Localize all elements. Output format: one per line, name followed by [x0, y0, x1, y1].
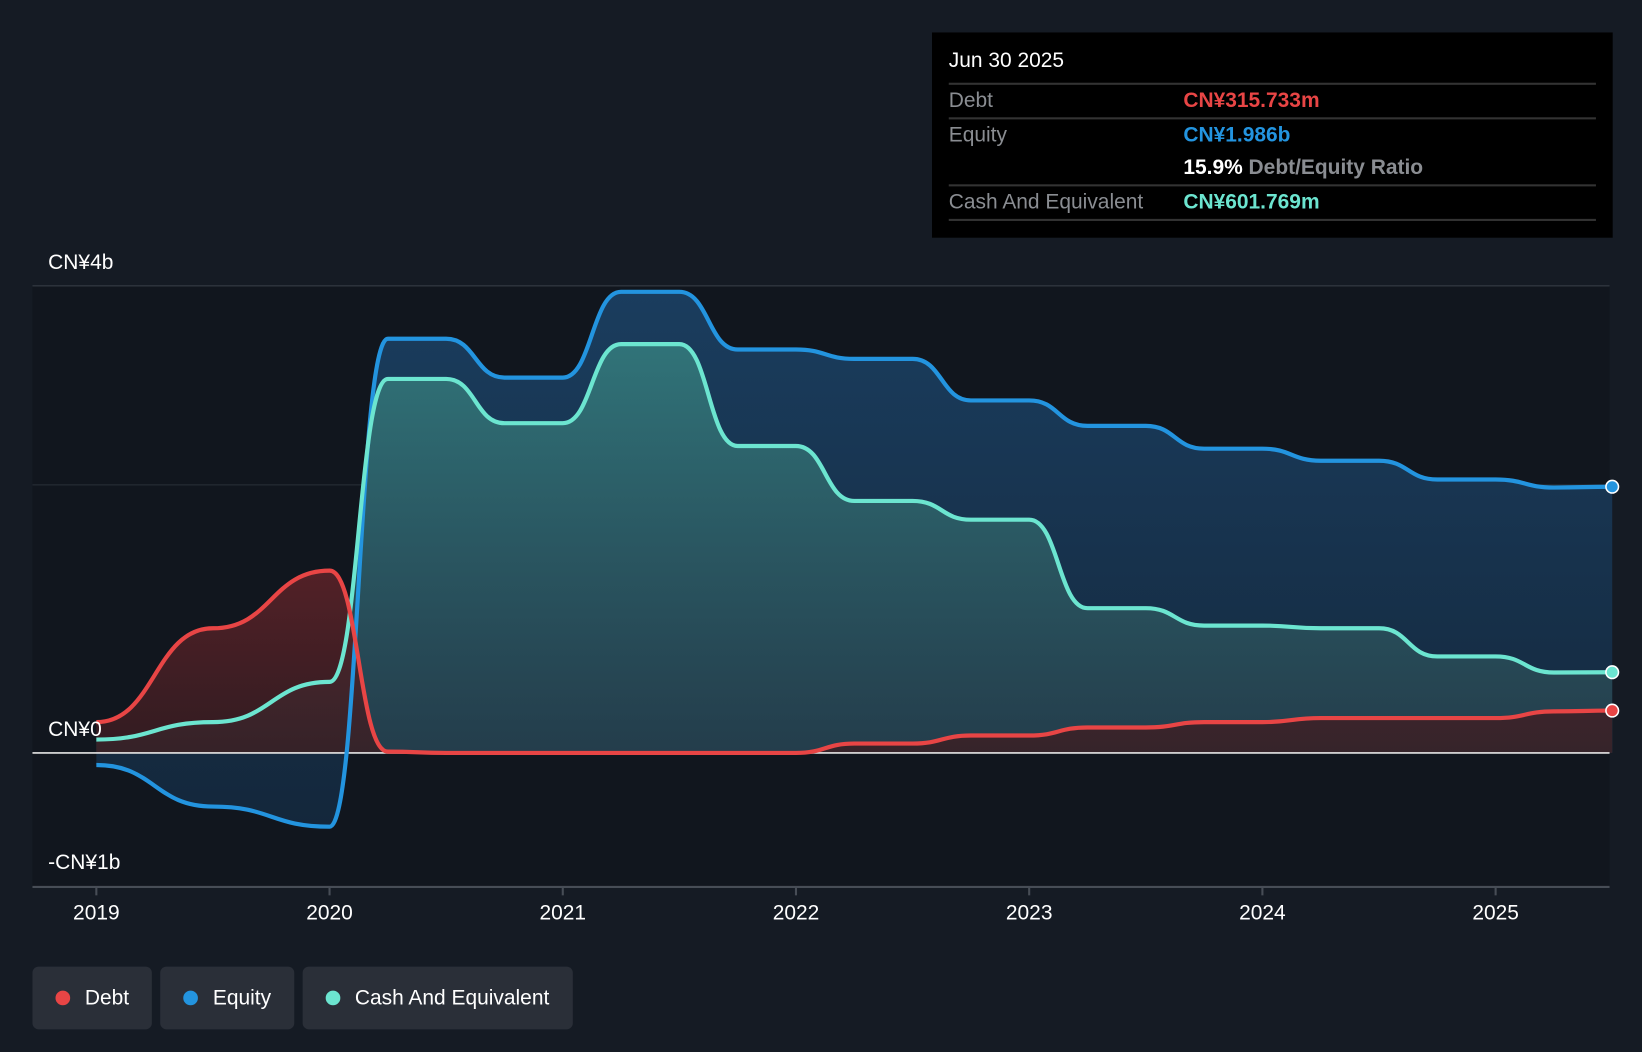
- tooltip-equity-value: CN¥1.986b: [1183, 123, 1291, 147]
- legend-label: Cash And Equivalent: [354, 985, 550, 1009]
- legend-item-equity[interactable]: Equity: [160, 966, 295, 1030]
- debt-line: [96, 568, 1613, 756]
- legend-label: Equity: [212, 985, 272, 1009]
- cash-end-point[interactable]: [1605, 665, 1620, 680]
- equity-dot-icon: [183, 990, 199, 1006]
- debt-area: [96, 570, 1613, 753]
- legend-item-debt[interactable]: Debt: [32, 966, 153, 1030]
- debt-dot-icon: [55, 990, 71, 1006]
- tooltip-equity-label: Equity: [948, 123, 1007, 147]
- x-tick-label: 2023: [1006, 901, 1053, 924]
- cash-area: [96, 344, 1613, 753]
- x-tick-label: 2019: [73, 901, 120, 924]
- debt-end-point[interactable]: [1605, 703, 1620, 718]
- tooltip-debt-row: Debt CN¥315.733m: [948, 85, 1596, 120]
- legend-item-cash[interactable]: Cash And Equivalent: [302, 966, 573, 1030]
- tooltip-ratio-row: 15.9% Debt/Equity Ratio: [948, 152, 1596, 187]
- y-tick-label: CN¥0: [48, 718, 102, 742]
- legend: Debt Equity Cash And Equivalent: [32, 966, 573, 1030]
- tooltip-date: Jun 30 2025: [948, 49, 1596, 85]
- y-tick-label: -CN¥1b: [48, 851, 121, 875]
- tooltip-ratio-label: Debt/Equity Ratio: [1248, 156, 1424, 180]
- x-tick-label: 2024: [1239, 901, 1286, 924]
- x-tick-label: 2022: [773, 901, 820, 924]
- tooltip-debt-label: Debt: [948, 89, 994, 113]
- tooltip-ratio-value: 15.9%: [1183, 156, 1243, 180]
- cash-dot-icon: [325, 990, 341, 1006]
- tooltip: Jun 30 2025 Debt CN¥315.733m Equity CN¥1…: [932, 32, 1613, 238]
- cash-line: [96, 342, 1613, 742]
- legend-label: Debt: [84, 985, 130, 1009]
- tooltip-cash-row: Cash And Equivalent CN¥601.769m: [948, 186, 1596, 221]
- x-tick-label: 2025: [1472, 901, 1519, 924]
- x-tick-label: 2020: [306, 901, 353, 924]
- tooltip-debt-value: CN¥315.733m: [1183, 89, 1320, 113]
- tooltip-equity-row: Equity CN¥1.986b: [949, 119, 1596, 151]
- equity-end-point[interactable]: [1605, 479, 1620, 494]
- y-tick-label: CN¥4b: [48, 251, 114, 275]
- tooltip-cash-value: CN¥601.769m: [1183, 190, 1320, 214]
- tooltip-cash-label: Cash And Equivalent: [948, 190, 1144, 214]
- x-tick-label: 2021: [539, 901, 586, 924]
